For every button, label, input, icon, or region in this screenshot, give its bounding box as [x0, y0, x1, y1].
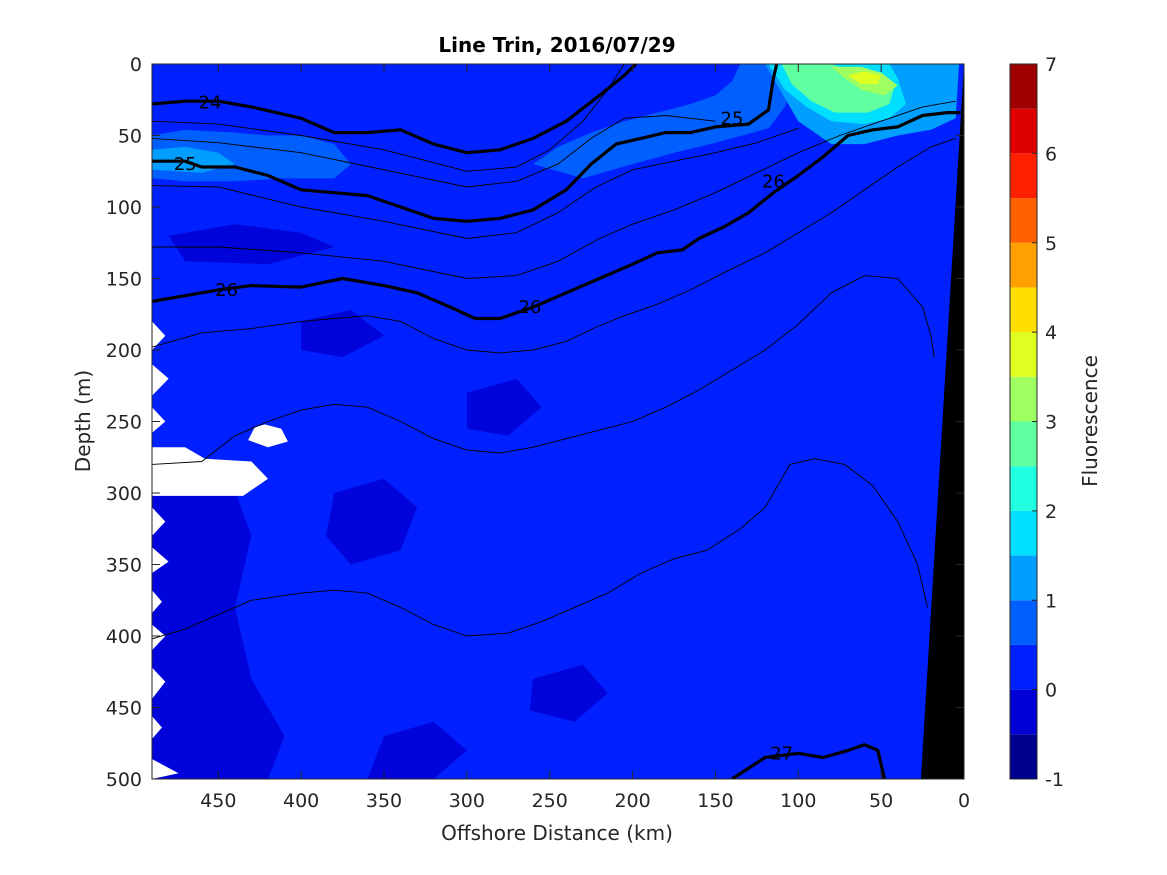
colorbar-segment: [1010, 555, 1037, 601]
colorbar-label: Fluorescence: [1078, 355, 1102, 487]
density-contour-label-26: 26: [215, 280, 238, 301]
density-contour-25-line: [152, 64, 779, 223]
density-contour-thin-6: [152, 458, 928, 640]
x-tick-label: 300: [449, 790, 485, 812]
colorbar-segment: [1010, 108, 1037, 154]
no-data-gap-8: [152, 667, 166, 699]
chart-title: Line Trin, 2016/07/29: [438, 33, 675, 57]
colorbar-segment: [1010, 376, 1037, 422]
x-tick-label: 150: [697, 790, 733, 812]
no-data-gap-6: [152, 590, 162, 614]
low-fluorescence-patch-0: [152, 478, 285, 779]
no-data-gap-9: [152, 716, 162, 739]
colorbar-tick-label: 5: [1045, 233, 1057, 255]
y-axis: 0 50 100 150 200 250 300 350 400 450 500: [106, 54, 964, 791]
x-tick-label: 250: [532, 790, 568, 812]
y-tick-label: 100: [106, 197, 142, 219]
density-contour-thin-3: [152, 100, 956, 279]
no-data-gap-1: [152, 364, 169, 396]
colorbar-segment: [1010, 287, 1037, 333]
no-data-gap-7: [152, 624, 166, 651]
x-axis: 450 400 350 300 250 200 150 100 50 0: [200, 64, 970, 812]
colorbar-segment: [1010, 600, 1037, 645]
low-fluorescence-patch-2: [466, 378, 542, 436]
low-fluorescence-patch-3: [529, 664, 608, 722]
plot-area: 24 25 25 26 26 26 27: [151, 63, 965, 780]
x-axis-label: Offshore Distance (km): [441, 821, 673, 845]
colorbar: -1 0 1 2 3 4 5 6 7: [1009, 54, 1064, 791]
colorbar-segment: [1010, 153, 1037, 199]
density-contour-24-line: [152, 64, 638, 155]
y-tick-label: 250: [106, 412, 142, 434]
x-tick-label: 100: [780, 790, 816, 812]
colorbar-segment: [1010, 64, 1037, 109]
no-data-gap-4: [152, 507, 166, 536]
no-data-gap-5: [152, 547, 169, 574]
colorbar-segment: [1010, 466, 1037, 511]
y-tick-label: 350: [106, 555, 142, 577]
colorbar-segment: [1010, 332, 1037, 377]
x-tick-label: 450: [200, 790, 236, 812]
no-data-gap-2: [152, 407, 166, 433]
y-tick-label: 450: [106, 698, 142, 720]
colorbar-segment: [1010, 734, 1037, 779]
colorbar-tick-label: 1: [1045, 590, 1057, 612]
y-tick-label: 200: [106, 340, 142, 362]
no-data-gap-0: [152, 321, 166, 350]
colorbar-segment: [1010, 689, 1037, 735]
y-tick-label: 150: [106, 269, 142, 291]
density-contour-thin-5: [152, 275, 935, 465]
colorbar-tick-label: 4: [1045, 322, 1057, 344]
colorbar-segment: [1010, 421, 1037, 467]
colorbar-tick-label: 3: [1045, 412, 1057, 434]
no-data-gap-10: [152, 759, 179, 779]
x-tick-label: 0: [958, 790, 970, 812]
density-contour-label-27: 27: [770, 743, 793, 764]
low-fluorescence-patch-6: [301, 310, 384, 358]
y-tick-label: 500: [106, 769, 142, 791]
plot-content: 24 25 25 26 26 26 27: [152, 64, 964, 779]
density-contour-label-25: 25: [721, 108, 744, 129]
y-tick-label: 0: [130, 54, 142, 76]
density-contour-thin-4: [152, 137, 956, 354]
colorbar-segment: [1010, 198, 1037, 243]
density-contour-27-line: [731, 743, 887, 779]
x-tick-label: 350: [366, 790, 402, 812]
colorbar-segment: [1010, 510, 1037, 556]
density-contour-label-24: 24: [199, 93, 222, 114]
y-tick-label: 400: [106, 626, 142, 648]
density-contour-thin-2: [152, 127, 799, 239]
colorbar-tick-label: 2: [1045, 501, 1057, 523]
y-tick-label: 300: [106, 483, 142, 505]
seafloor: [920, 64, 964, 779]
low-fluorescence-patch-1: [326, 478, 418, 565]
colorbar-tick-label: 6: [1045, 143, 1057, 165]
colorbar-segment: [1010, 242, 1037, 288]
y-tick-label: 50: [118, 126, 142, 148]
x-tick-label: 200: [614, 790, 650, 812]
high-fluorescence-patch-2: [533, 64, 799, 179]
colorbar-tick-label: 0: [1045, 680, 1057, 702]
no-data-gap-3: [152, 447, 268, 496]
x-tick-label: 50: [869, 790, 893, 812]
density-contour-label-26: 26: [518, 297, 541, 318]
colorbar-tick-label: -1: [1045, 769, 1064, 791]
density-contour-thin-0: [152, 64, 625, 172]
colorbar-segment: [1010, 644, 1037, 690]
colorbar-tick-label: 7: [1045, 54, 1057, 76]
density-contour-label-25: 25: [174, 154, 197, 175]
low-fluorescence-patch-4: [367, 721, 467, 779]
density-contour-label-26: 26: [762, 171, 785, 192]
high-fluorescence-patch-7: [848, 71, 882, 84]
density-contour-26-line: [152, 110, 961, 321]
x-tick-label: 400: [283, 790, 319, 812]
low-fluorescence-patch-5: [168, 224, 335, 265]
no-data-gap-11: [248, 424, 288, 448]
y-axis-label: Depth (m): [71, 370, 95, 472]
density-contour-thin-1: [152, 115, 716, 188]
